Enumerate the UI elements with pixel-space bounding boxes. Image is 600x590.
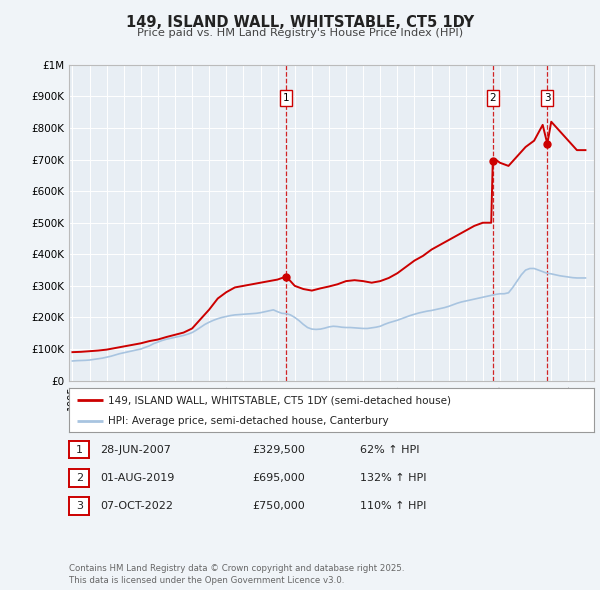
Text: 62% ↑ HPI: 62% ↑ HPI: [360, 445, 419, 454]
Text: Contains HM Land Registry data © Crown copyright and database right 2025.
This d: Contains HM Land Registry data © Crown c…: [69, 565, 404, 585]
Text: 1: 1: [283, 93, 289, 103]
Text: 2: 2: [76, 473, 83, 483]
Text: HPI: Average price, semi-detached house, Canterbury: HPI: Average price, semi-detached house,…: [109, 416, 389, 426]
Text: 3: 3: [544, 93, 551, 103]
Text: 28-JUN-2007: 28-JUN-2007: [100, 445, 171, 454]
Text: £750,000: £750,000: [252, 502, 305, 511]
Text: 2: 2: [490, 93, 496, 103]
Text: 01-AUG-2019: 01-AUG-2019: [100, 473, 175, 483]
Text: 149, ISLAND WALL, WHITSTABLE, CT5 1DY (semi-detached house): 149, ISLAND WALL, WHITSTABLE, CT5 1DY (s…: [109, 395, 451, 405]
Text: 07-OCT-2022: 07-OCT-2022: [100, 502, 173, 511]
Text: 132% ↑ HPI: 132% ↑ HPI: [360, 473, 427, 483]
Text: 3: 3: [76, 502, 83, 511]
Text: Price paid vs. HM Land Registry's House Price Index (HPI): Price paid vs. HM Land Registry's House …: [137, 28, 463, 38]
Text: £695,000: £695,000: [252, 473, 305, 483]
Text: 110% ↑ HPI: 110% ↑ HPI: [360, 502, 427, 511]
Text: £329,500: £329,500: [252, 445, 305, 454]
Text: 1: 1: [76, 445, 83, 454]
Text: 149, ISLAND WALL, WHITSTABLE, CT5 1DY: 149, ISLAND WALL, WHITSTABLE, CT5 1DY: [126, 15, 474, 30]
